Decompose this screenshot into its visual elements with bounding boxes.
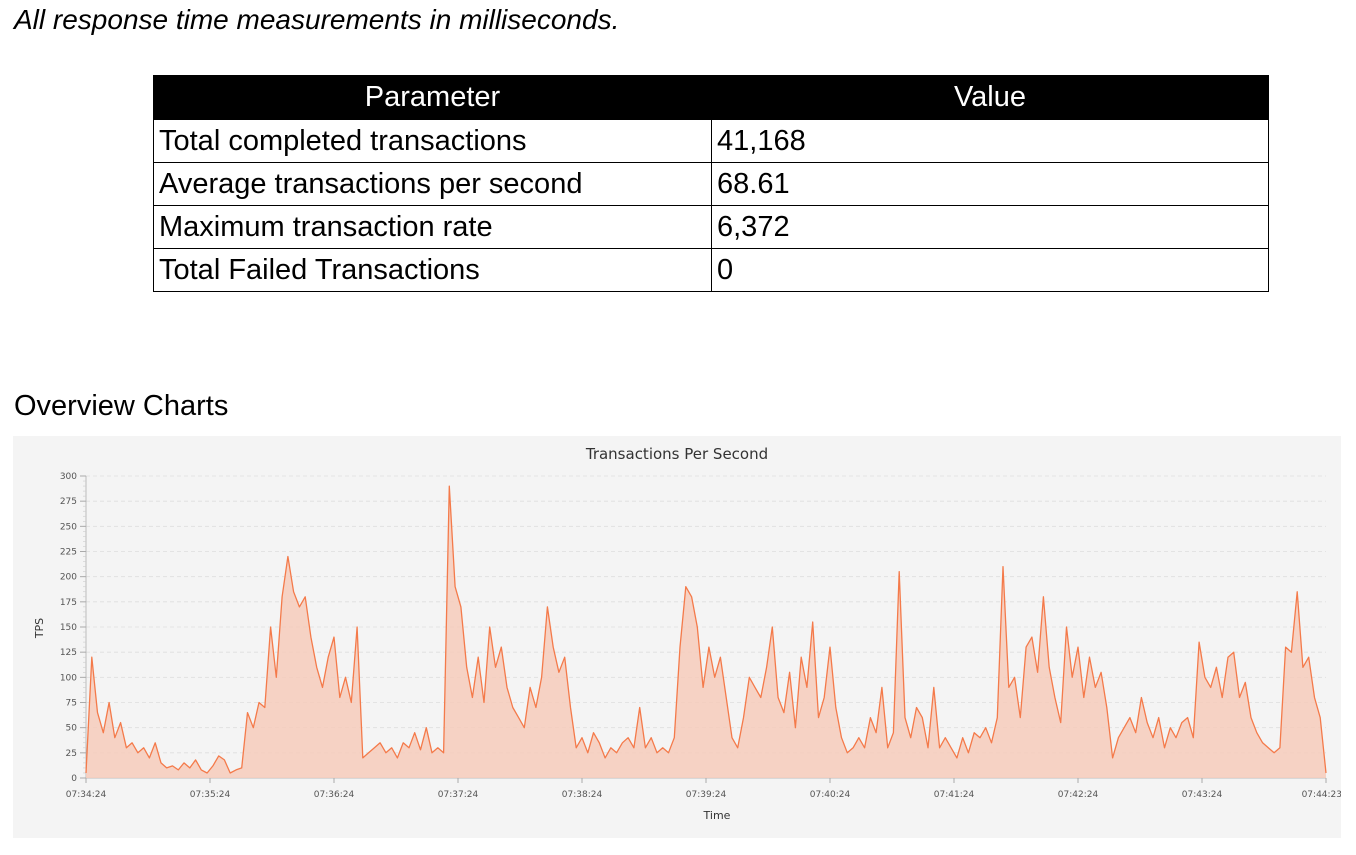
x-tick-label: 07:37:24	[438, 790, 479, 800]
header-parameter: Parameter	[153, 75, 712, 120]
y-axis-label: TPS	[33, 618, 46, 639]
table-row: Average transactions per second 68.61	[153, 162, 1269, 206]
y-tick-label: 175	[60, 598, 77, 608]
tps-chart-svg: Transactions Per Second 0 25 50 75 100 125 150…	[33, 445, 1341, 822]
parameter-cell: Maximum transaction rate	[153, 205, 712, 249]
table-row: Total Failed Transactions 0	[153, 248, 1269, 292]
table-header-row: Parameter Value	[153, 75, 1269, 120]
y-tick-label: 275	[60, 497, 77, 507]
y-tick-label: 300	[60, 472, 77, 482]
tps-series-line	[85, 485, 1327, 774]
summary-table: Parameter Value Total completed transact…	[153, 75, 1269, 292]
x-tick-label: 07:44:23	[1302, 790, 1341, 800]
y-tick-label: 250	[60, 522, 77, 532]
y-tick-label: 25	[66, 749, 77, 759]
y-axis: 0 25 50 75 100 125 150 175 200 225 250 275 300	[60, 472, 87, 784]
y-tick-label: 150	[60, 623, 77, 633]
parameter-cell: Average transactions per second	[153, 162, 712, 206]
y-tick-label: 125	[60, 648, 77, 658]
tps-chart: Transactions Per Second 0 25 50 75 100 125 150…	[13, 436, 1341, 838]
measurement-note: All response time measurements in millis…	[14, 4, 620, 35]
y-tick-label: 200	[60, 573, 77, 583]
parameter-cell: Total Failed Transactions	[153, 248, 712, 292]
y-tick-label: 75	[66, 699, 77, 709]
table-row: Maximum transaction rate 6,372	[153, 205, 1269, 249]
x-tick-label: 07:39:24	[686, 790, 727, 800]
y-tick-label: 50	[66, 724, 78, 734]
y-tick-label: 0	[71, 774, 77, 784]
chart-title: Transactions Per Second	[585, 445, 768, 463]
x-tick-label: 07:43:24	[1182, 790, 1223, 800]
x-tick-label: 07:36:24	[314, 790, 355, 800]
parameter-cell: Total completed transactions	[153, 119, 712, 163]
x-tick-label: 07:40:24	[810, 790, 851, 800]
value-cell: 41,168	[711, 119, 1269, 163]
x-tick-label: 07:38:24	[562, 790, 603, 800]
tps-area-fill	[86, 486, 1326, 778]
header-value: Value	[711, 75, 1269, 120]
x-tick-label: 07:35:24	[190, 790, 231, 800]
y-tick-label: 100	[60, 673, 77, 683]
x-axis: 07:34:24 07:35:24 07:36:24 07:37:24 07:38:24…	[66, 777, 1341, 800]
x-tick-label: 07:42:24	[1058, 790, 1099, 800]
value-cell: 6,372	[711, 205, 1269, 249]
x-tick-label: 07:41:24	[934, 790, 975, 800]
y-tick-label: 225	[60, 548, 77, 558]
value-cell: 68.61	[711, 162, 1269, 206]
table-row: Total completed transactions 41,168	[153, 119, 1269, 163]
x-axis-label: Time	[703, 809, 731, 822]
x-tick-label: 07:34:24	[66, 790, 107, 800]
value-cell: 0	[711, 248, 1269, 292]
section-title: Overview Charts	[14, 390, 229, 422]
